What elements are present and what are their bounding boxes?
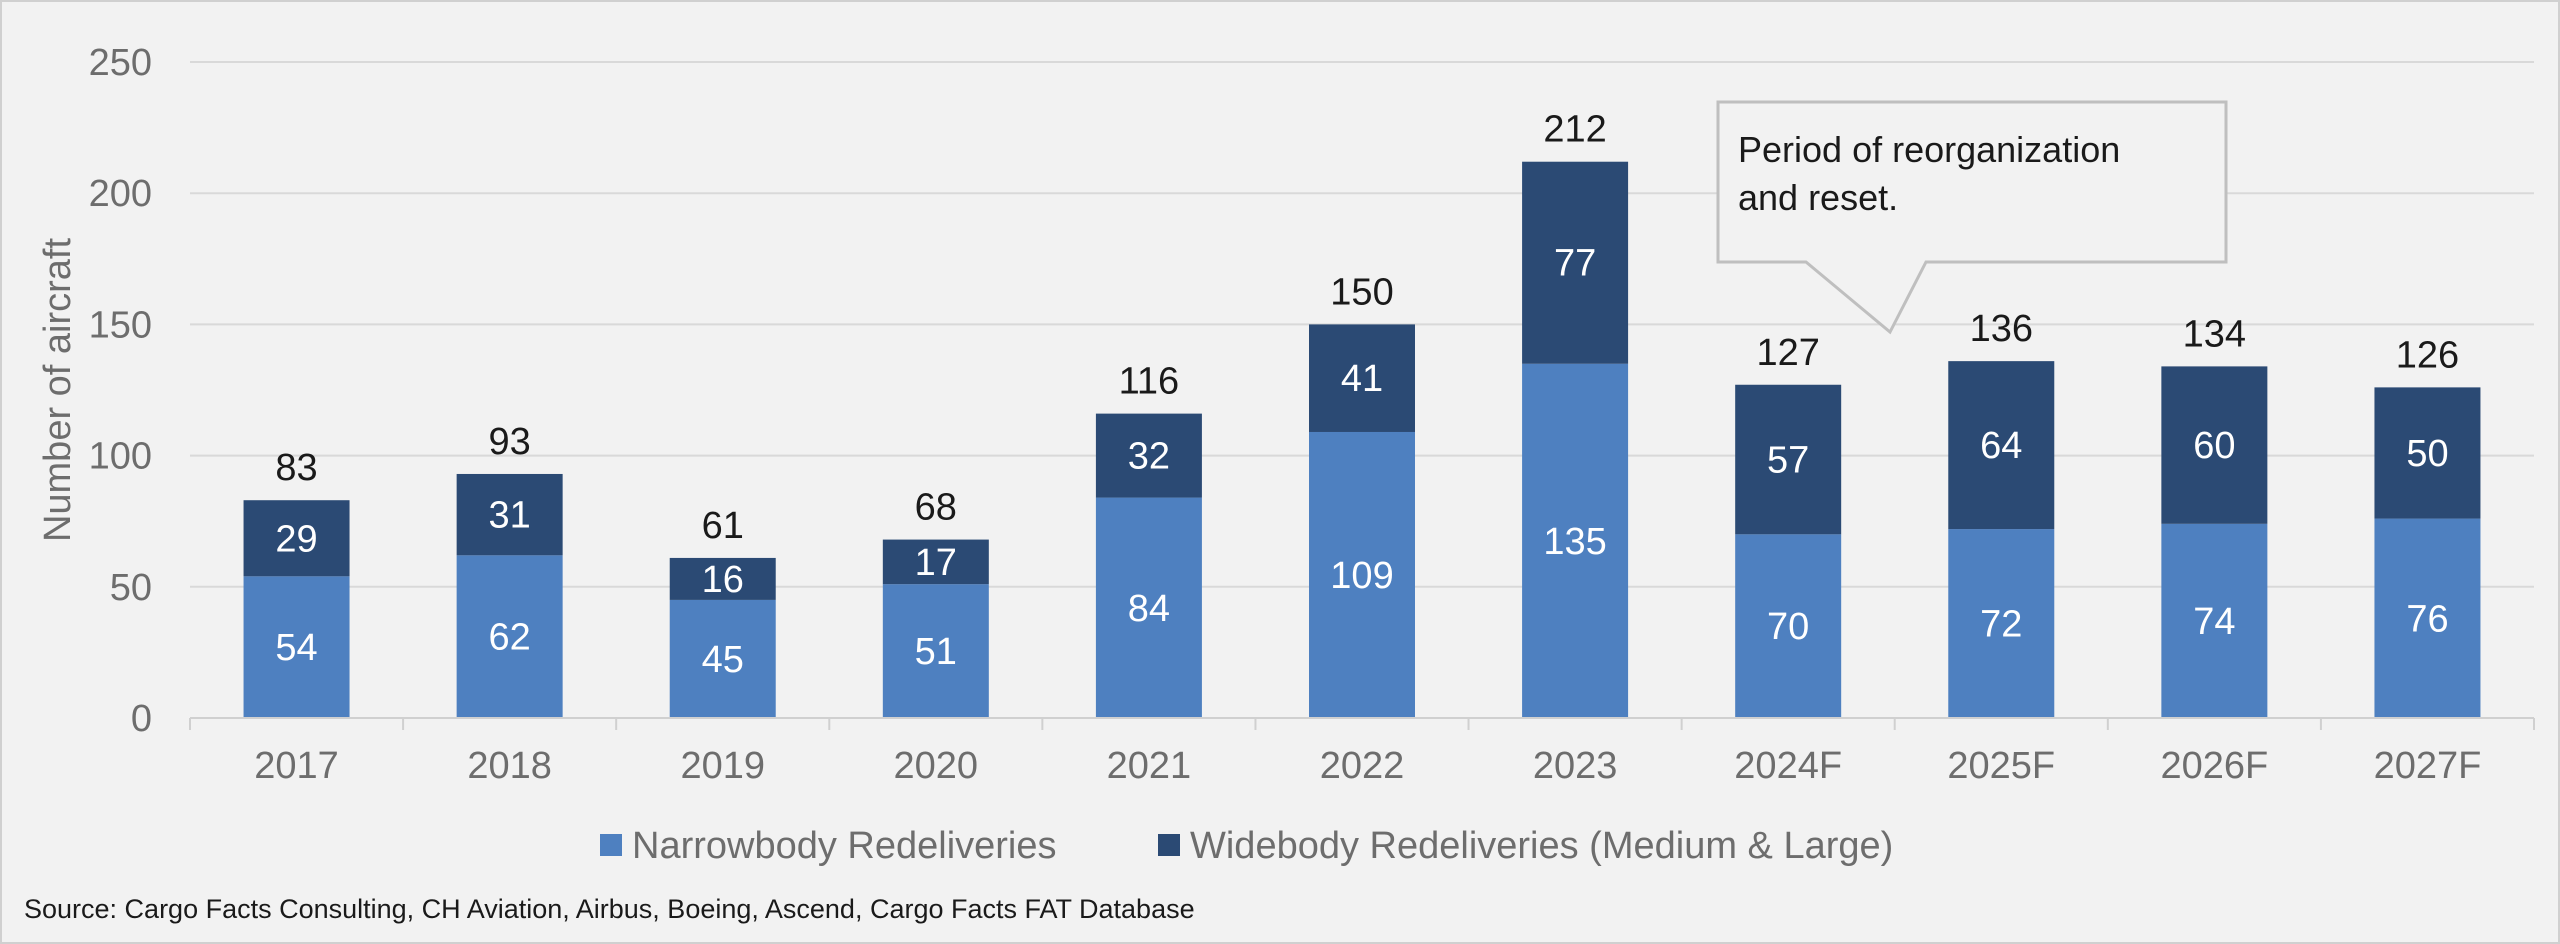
bar-widebody <box>456 473 563 556</box>
data-label-total: 134 <box>2183 313 2246 355</box>
data-label-widebody: 29 <box>275 518 317 560</box>
bar-narrowbody <box>243 576 350 718</box>
data-label-total: 68 <box>915 487 957 529</box>
y-tick-label: 150 <box>89 304 152 346</box>
x-tick-label: 2018 <box>467 745 552 787</box>
bar-widebody <box>1522 161 1629 364</box>
callout-box <box>1716 100 2228 335</box>
bar-widebody <box>2161 366 2268 524</box>
x-tick-label: 2026F <box>2160 745 2268 787</box>
bar-widebody <box>669 557 776 600</box>
bar-widebody <box>1735 384 1842 535</box>
x-tick-label: 2023 <box>1533 745 1618 787</box>
x-tick-label: 2019 <box>680 745 765 787</box>
legend-swatch <box>600 834 622 856</box>
y-tick-label: 200 <box>89 173 152 215</box>
data-label-total: 150 <box>1330 271 1393 313</box>
data-label-narrowbody: 76 <box>2406 598 2448 640</box>
bar-widebody <box>2374 387 2481 519</box>
data-label-widebody: 41 <box>1341 358 1383 400</box>
y-tick-label: 250 <box>89 42 152 84</box>
data-label-widebody: 77 <box>1554 243 1596 285</box>
bar-narrowbody <box>2161 523 2268 718</box>
bar-narrowbody <box>882 584 989 718</box>
data-label-widebody: 64 <box>1980 425 2022 467</box>
callout-text: Period of reorganization <box>1738 129 2120 170</box>
bar-narrowbody <box>1309 431 1415 718</box>
x-tick-label: 2020 <box>894 745 979 787</box>
y-tick-label: 100 <box>89 436 152 478</box>
data-label-widebody: 31 <box>488 495 530 537</box>
source-note: Source: Cargo Facts Consulting, CH Aviat… <box>24 894 1195 924</box>
bars: 54 29 83 62 31 93 45 16 61 51 17 68 84 32 116 109 41 150 1… <box>243 109 2481 718</box>
bar-widebody <box>1309 324 1415 432</box>
x-tick-label: 2017 <box>254 745 339 787</box>
data-label-widebody: 57 <box>1767 440 1809 482</box>
data-label-narrowbody: 62 <box>488 617 530 659</box>
bar-widebody <box>882 539 989 585</box>
callout-text: and reset. <box>1738 177 1898 218</box>
data-label-total: 136 <box>1970 308 2033 350</box>
y-axis: 0 50 100 150 200 250 <box>89 42 152 740</box>
data-label-total: 126 <box>2396 334 2459 376</box>
bar-narrowbody <box>1735 534 1842 718</box>
data-label-narrowbody: 109 <box>1330 555 1393 597</box>
y-tick-label: 0 <box>131 698 152 740</box>
y-axis-label: Number of aircraft <box>37 238 79 543</box>
bar-narrowbody <box>2374 518 2481 718</box>
data-label-narrowbody: 72 <box>1980 604 2022 646</box>
legend-label: Narrowbody Redeliveries <box>632 825 1057 867</box>
data-label-narrowbody: 70 <box>1767 606 1809 648</box>
data-label-narrowbody: 45 <box>702 639 744 681</box>
data-label-widebody: 60 <box>2193 425 2235 467</box>
bar-narrowbody <box>456 555 563 718</box>
data-label-total: 83 <box>275 447 317 489</box>
data-label-total: 61 <box>702 505 744 547</box>
legend: Narrowbody Redeliveries Widebody Redelive… <box>600 825 1893 867</box>
data-label-narrowbody: 84 <box>1128 588 1170 630</box>
bar-narrowbody <box>1948 529 2055 718</box>
bar-widebody <box>1095 413 1202 498</box>
data-label-narrowbody: 54 <box>275 627 317 669</box>
data-label-narrowbody: 51 <box>915 631 957 673</box>
annotation-callout: Period of reorganization and reset. <box>1716 100 2228 335</box>
bar-narrowbody <box>1522 363 1629 718</box>
x-axis: 2017 2018 2019 2020 2021 2022 2023 2024F 2025F 20… <box>189 717 2535 787</box>
data-label-total: 116 <box>1119 361 1180 403</box>
bar-widebody <box>243 500 350 577</box>
data-label-widebody: 50 <box>2406 433 2448 475</box>
x-tick-label: 2021 <box>1107 745 1192 787</box>
data-label-narrowbody: 74 <box>2193 601 2235 643</box>
x-tick-label: 2025F <box>1947 745 2055 787</box>
x-tick-label: 2027F <box>2374 745 2482 787</box>
data-label-total: 127 <box>1756 332 1819 374</box>
y-tick-label: 50 <box>110 567 152 609</box>
bar-widebody <box>1948 361 2055 530</box>
data-label-total: 93 <box>488 421 530 463</box>
data-label-widebody: 32 <box>1128 436 1170 478</box>
x-tick-label: 2022 <box>1320 745 1405 787</box>
legend-label: Widebody Redeliveries (Medium & Large) <box>1190 825 1893 867</box>
data-label-narrowbody: 135 <box>1543 521 1606 563</box>
bar-narrowbody <box>669 599 776 718</box>
x-tick-label: 2024F <box>1734 745 1842 787</box>
bar-narrowbody <box>1095 497 1202 718</box>
data-label-widebody: 16 <box>702 559 744 601</box>
data-label-widebody: 17 <box>915 542 957 584</box>
legend-swatch <box>1158 834 1180 856</box>
data-label-total: 212 <box>1543 109 1606 151</box>
